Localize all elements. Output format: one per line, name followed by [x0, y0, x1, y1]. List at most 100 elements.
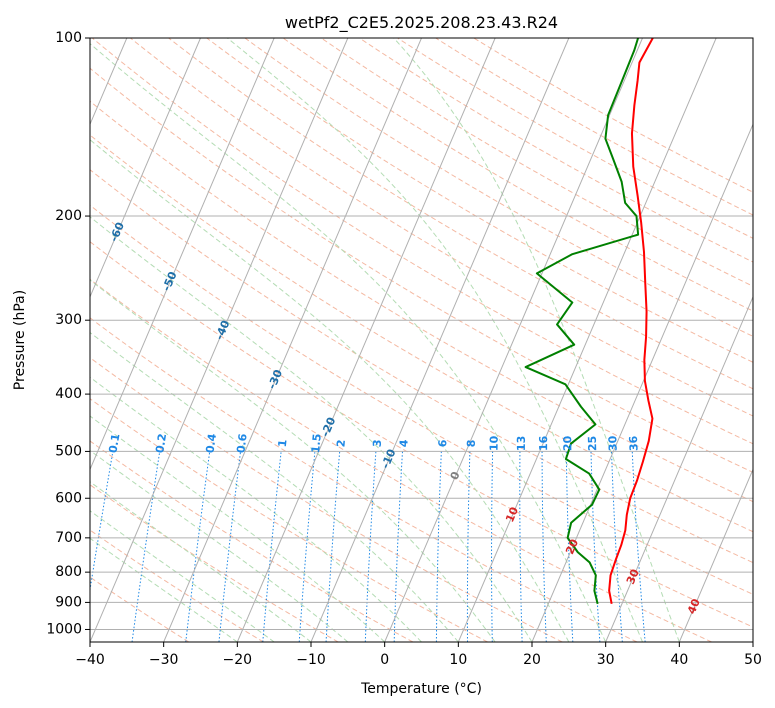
isotherm-label: -60: [107, 220, 127, 244]
x-axis-ticks: −40 −30 −20 −10 0 10 20 30 40 50: [75, 642, 762, 668]
y-axis-ticks: 100 200 300 400 500 600 700 800 900 1000: [46, 30, 90, 637]
mixing-ratio-labels: 0.1 0.2 0.4 0.6 1 1.5 2 3 4 6 8 10 13 16 20 25 30 36: [106, 432, 640, 454]
isotherm-line: [90, 38, 201, 299]
dry-adiabat-line: [130, 38, 753, 417]
moist-adiabat-line: [227, 38, 643, 642]
mixing-ratio-line: [466, 451, 471, 642]
x-axis-title: Temperature (°C): [360, 681, 482, 697]
y-tick-label: 800: [55, 564, 82, 580]
mixing-ratio-label: 0.4: [203, 432, 219, 453]
mixing-ratio-label: 1.5: [309, 433, 324, 454]
dry-adiabat-line: [282, 38, 753, 312]
y-tick-label: 1000: [46, 621, 82, 637]
mixing-ratio-line: [325, 451, 341, 642]
isotherm-line: [236, 38, 496, 642]
isotherm-label: 30: [624, 567, 642, 586]
dry-adiabat-line: [90, 204, 753, 595]
x-tick-label: −30: [149, 652, 179, 668]
mixing-ratio-line: [590, 451, 601, 642]
y-tick-label: 500: [55, 443, 82, 459]
y-tick-label: 400: [55, 386, 82, 402]
moist-adiabat-line: [90, 216, 533, 642]
mixing-ratio-label: 4: [397, 439, 410, 448]
y-axis-title: Pressure (hPa): [12, 290, 28, 390]
x-tick-label: 20: [523, 652, 541, 668]
mixing-ratio-line: [435, 451, 442, 642]
dry-adiabat-line: [90, 134, 753, 533]
isotherm-line: [752, 640, 753, 642]
profile-lines: [524, 38, 654, 605]
isotherm-line: [90, 38, 349, 642]
mixing-ratio-label: 2: [334, 439, 348, 448]
mixing-ratio-label: 8: [465, 439, 478, 447]
mixing-ratio-line: [631, 451, 646, 642]
background-lines: [90, 38, 753, 642]
isotherm-label: -50: [160, 269, 180, 293]
chart-title: wetPf2_C2E5.2025.208.23.43.R24: [285, 13, 558, 33]
mixing-ratio-line: [491, 451, 494, 642]
dry-adiabat-line: [244, 38, 753, 337]
isotherm-label: -80: [0, 126, 20, 150]
isotherm-line: [605, 295, 753, 642]
x-tick-label: 30: [597, 652, 615, 668]
x-tick-label: −10: [296, 652, 326, 668]
mixing-ratio-label: 10: [487, 435, 500, 451]
moist-adiabat-line: [90, 510, 275, 642]
mixing-ratio-line: [610, 451, 623, 642]
x-tick-label: 0: [380, 652, 389, 668]
dry-adiabat-line: [90, 241, 753, 628]
y-tick-label: 200: [55, 208, 82, 224]
moist-adiabat-line: [90, 481, 312, 642]
moist-adiabat-line: [90, 139, 570, 642]
isotherm-line: [384, 38, 643, 642]
isotherm-label: -30: [265, 367, 285, 391]
y-tick-label: 300: [55, 312, 82, 328]
mixing-ratio-label: 13: [515, 436, 528, 451]
x-tick-label: −20: [223, 652, 253, 668]
mixing-ratio-label: 0.1: [106, 433, 122, 454]
x-tick-label: 50: [744, 652, 762, 668]
mixing-ratio-line: [218, 451, 242, 642]
y-tick-label: 100: [55, 30, 82, 46]
isotherm-line: [678, 468, 753, 642]
y-tick-label: 600: [55, 490, 82, 506]
grid-lines: [90, 38, 753, 642]
x-tick-label: −40: [75, 652, 105, 668]
isotherm-label: 40: [685, 596, 703, 615]
mixing-ratio-line: [298, 451, 316, 642]
isotherm-line: [90, 38, 275, 471]
dry-adiabat-line: [206, 38, 753, 363]
mixing-ratio-line: [565, 451, 574, 642]
dry-adiabat-line: [90, 529, 264, 642]
mixing-ratio-label: 0.2: [153, 433, 169, 454]
mixing-ratio-label: 6: [436, 439, 449, 448]
x-tick-label: 10: [449, 652, 467, 668]
temperature-line: [608, 38, 654, 605]
mixing-ratio-label: 16: [537, 435, 550, 451]
dry-adiabat-line: [90, 357, 563, 642]
dry-adiabat-line: [90, 278, 712, 642]
dry-adiabat-line: [90, 398, 488, 642]
dry-adiabat-line: [91, 38, 753, 445]
x-tick-label: 40: [670, 652, 688, 668]
isotherm-label: -40: [213, 318, 233, 342]
isotherm-label: -10: [379, 447, 399, 471]
mixing-ratio-line: [541, 451, 547, 642]
isotherm-label: 20: [563, 537, 581, 556]
dry-adiabat-line: [90, 317, 638, 642]
dry-adiabat-line: [90, 67, 753, 473]
isotherm-line: [457, 38, 717, 642]
mixing-ratio-label: 1: [276, 439, 290, 448]
mixing-ratio-label: 30: [606, 435, 620, 451]
dry-adiabat-line: [90, 440, 414, 642]
moist-adiabat-line: [90, 449, 349, 642]
dewpoint-line: [524, 38, 640, 605]
mixing-ratio-label: 0.6: [234, 433, 249, 454]
isotherm-line: [310, 38, 570, 642]
isotherm-label: 10: [503, 505, 521, 524]
moist-adiabat-line: [90, 537, 238, 642]
moist-adiabat-line: [90, 415, 386, 642]
plot-frame: [89, 37, 754, 643]
